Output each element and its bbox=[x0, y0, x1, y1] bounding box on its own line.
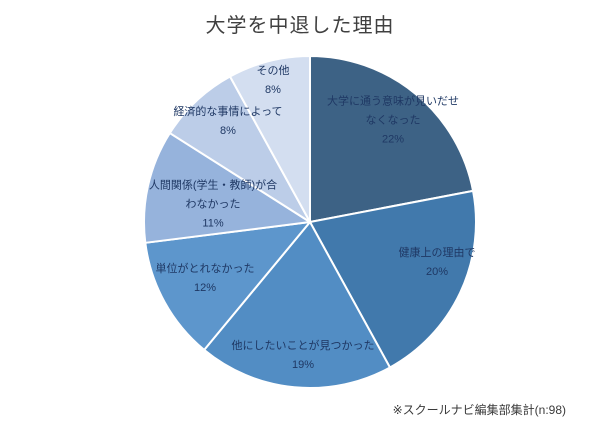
pie-slice bbox=[203, 221, 391, 390]
pie-slice bbox=[144, 221, 311, 351]
pie-slice bbox=[229, 55, 311, 223]
pie-slice bbox=[309, 189, 478, 369]
source-note: ※スクールナビ編集部集計(n:98) bbox=[392, 403, 566, 417]
chart-title: 大学を中退した理由 bbox=[205, 15, 395, 37]
pie-slice bbox=[309, 55, 475, 223]
pie-slice bbox=[143, 132, 311, 244]
